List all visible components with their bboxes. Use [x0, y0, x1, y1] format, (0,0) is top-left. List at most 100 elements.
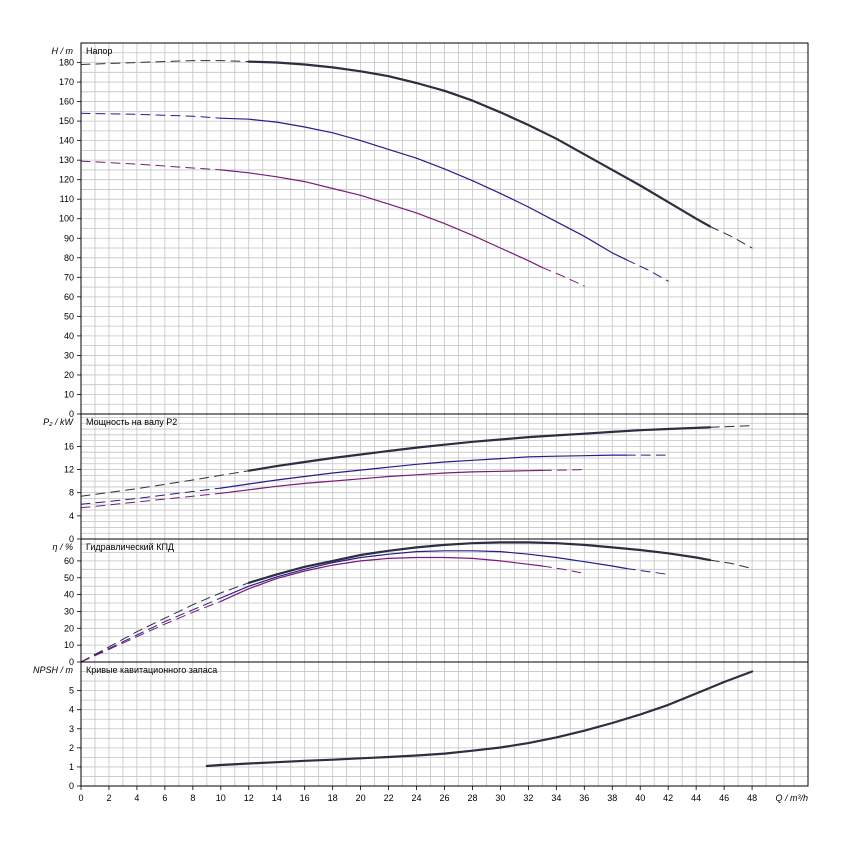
- x-tick-label: 24: [412, 793, 422, 803]
- x-tick-label: 10: [216, 793, 226, 803]
- y-tick-label: 110: [60, 194, 74, 204]
- y-tick-label: 80: [64, 253, 74, 263]
- x-tick-label: 2: [106, 793, 111, 803]
- dark-curve-solid: [205, 670, 754, 768]
- y-tick-label: 1: [69, 762, 74, 772]
- dark-curve-solid: [247, 60, 712, 228]
- dark-curve-dashed: [80, 470, 250, 497]
- y-tick-label: 130: [59, 155, 74, 165]
- y-axis-label: P₂ / kW: [43, 417, 74, 427]
- y-tick-label: 60: [64, 292, 74, 302]
- x-tick-label: 30: [495, 793, 505, 803]
- x-tick-label: 12: [244, 793, 254, 803]
- x-tick-label: 14: [272, 793, 282, 803]
- x-tick-label: 46: [719, 793, 729, 803]
- y-tick-label: 4: [69, 511, 74, 521]
- x-tick-label: 22: [384, 793, 394, 803]
- x-tick-label: 36: [579, 793, 589, 803]
- purple-curve-dashed: [80, 160, 222, 171]
- blue-curve-dashed: [80, 112, 222, 119]
- dark-curve-solid: [247, 426, 712, 472]
- dark-curve-solid: [247, 541, 712, 584]
- blue-curve-dashed2: [625, 259, 669, 282]
- y-tick-label: 30: [64, 606, 74, 616]
- dark-curve-dashed2: [709, 559, 753, 569]
- dark-curve-dashed2: [709, 226, 753, 249]
- y-tick-label: 3: [69, 724, 74, 734]
- y-tick-label: 2: [69, 743, 74, 753]
- y-axis-label: NPSH / m: [33, 665, 74, 675]
- x-tick-label: 38: [607, 793, 617, 803]
- curves: [80, 60, 754, 768]
- purple-curve-solid: [220, 556, 544, 602]
- y-tick-label: 170: [59, 77, 74, 87]
- y-tick-label: 20: [64, 370, 74, 380]
- y-tick-label: 150: [59, 116, 74, 126]
- y-tick-label: 70: [64, 272, 74, 282]
- x-tick-label: 18: [328, 793, 338, 803]
- panel-title: Кривые кавитационного запаса: [86, 665, 217, 675]
- dark-curve-dashed2: [709, 425, 753, 428]
- y-tick-label: 10: [64, 640, 74, 650]
- y-axis-label: H / m: [52, 46, 74, 56]
- x-tick-label: 20: [356, 793, 366, 803]
- x-tick-label: 8: [190, 793, 195, 803]
- y-tick-label: 0: [69, 781, 74, 791]
- y-tick-label: 10: [64, 389, 74, 399]
- frame: [77, 42, 809, 790]
- x-tick-label: 44: [691, 793, 701, 803]
- purple-curve-dashed2: [541, 469, 585, 471]
- y-tick-label: 12: [64, 465, 74, 475]
- y-tick-label: 8: [69, 488, 74, 498]
- x-tick-label: 34: [551, 793, 561, 803]
- x-tick-label: 28: [467, 793, 477, 803]
- blue-curve-dashed: [80, 487, 222, 505]
- blue-curve-solid: [220, 550, 627, 599]
- blue-curve-solid: [220, 454, 627, 489]
- dark-curve-dashed: [80, 582, 250, 663]
- y-tick-label: 0: [69, 409, 74, 419]
- y-tick-label: 4: [69, 705, 74, 715]
- x-tick-label: 42: [663, 793, 673, 803]
- purple-curve-solid: [220, 169, 544, 269]
- y-tick-label: 50: [64, 573, 74, 583]
- y-tick-label: 0: [69, 534, 74, 544]
- blue-curve-solid: [220, 117, 627, 261]
- panel-title: Мощность на валу P2: [86, 417, 177, 427]
- x-tick-label: 40: [635, 793, 645, 803]
- x-tick-label: 48: [747, 793, 757, 803]
- purple-curve-dashed: [80, 600, 222, 663]
- panel-title: Напор: [86, 46, 112, 56]
- purple-curve-dashed2: [541, 267, 585, 287]
- y-tick-label: 120: [59, 175, 74, 185]
- y-tick-label: 40: [64, 331, 74, 341]
- dark-curve-dashed: [80, 60, 250, 65]
- x-tick-label: 0: [78, 793, 83, 803]
- y-tick-label: 16: [64, 441, 74, 451]
- purple-curve-dashed: [80, 492, 222, 509]
- y-tick-label: 0: [69, 657, 74, 667]
- x-tick-label: 26: [439, 793, 449, 803]
- x-tick-label: 4: [134, 793, 139, 803]
- purple-curve-solid: [220, 469, 544, 494]
- y-tick-label: 30: [64, 350, 74, 360]
- y-tick-label: 60: [64, 556, 74, 566]
- x-tick-label: 6: [162, 793, 167, 803]
- y-tick-label: 160: [59, 97, 74, 107]
- y-axis-label: η / %: [52, 542, 73, 552]
- blue-curve-dashed2: [625, 568, 669, 575]
- panel-title: Гидравлический КПД: [86, 542, 174, 552]
- y-tick-label: 40: [64, 590, 74, 600]
- labels: 0102030405060708090100110120130140150160…: [33, 46, 808, 803]
- purple-curve-dashed2: [541, 565, 585, 574]
- y-tick-label: 90: [64, 233, 74, 243]
- x-tick-label: 16: [300, 793, 310, 803]
- y-tick-label: 50: [64, 311, 74, 321]
- y-tick-label: 140: [59, 136, 74, 146]
- y-tick-label: 180: [59, 58, 74, 68]
- blue-curve-dashed: [80, 597, 222, 663]
- x-axis-label: Q / m³/h: [775, 793, 808, 803]
- y-tick-label: 20: [64, 623, 74, 633]
- x-tick-label: 32: [523, 793, 533, 803]
